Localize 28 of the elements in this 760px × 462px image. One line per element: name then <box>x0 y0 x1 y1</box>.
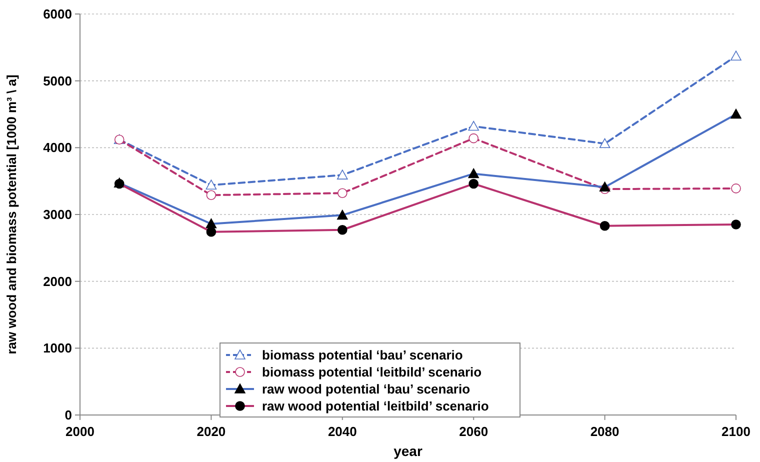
y-axis-title: raw wood and biomass potential [1000 m³ \ a] <box>4 74 19 354</box>
x-tick-label: 2000 <box>66 424 94 439</box>
x-tick-label: 2020 <box>196 424 226 439</box>
legend-label: raw wood potential ‘leitbild’ scenario <box>262 398 489 414</box>
y-tick-label: 5000 <box>43 73 72 88</box>
legend-label: biomass potential ‘leitbild’ scenario <box>262 364 482 380</box>
point <box>731 184 741 194</box>
legend-label: raw wood potential ‘bau’ scenario <box>262 382 470 397</box>
y-tick-label: 6000 <box>43 6 72 22</box>
point <box>730 50 742 61</box>
point <box>468 133 478 144</box>
y-tick-label: 1000 <box>43 340 72 356</box>
x-axis-title: year <box>394 443 423 459</box>
point <box>206 180 217 190</box>
point <box>206 190 216 200</box>
x-tick-label: 2100 <box>722 424 750 439</box>
point <box>599 138 610 148</box>
x-tick-label: 2040 <box>328 424 357 439</box>
x-tick-label: 2080 <box>590 424 620 439</box>
point <box>337 170 348 180</box>
y-tick-label: 4000 <box>43 140 72 156</box>
point <box>468 120 479 131</box>
legend-label: biomass potential ‘bau’ scenario <box>262 348 463 363</box>
y-tick-label: 0 <box>64 408 72 423</box>
x-tick-label: 2060 <box>459 424 488 439</box>
y-tick-label: 3000 <box>43 207 72 222</box>
y-tick-label: 2000 <box>43 274 72 289</box>
point <box>338 188 348 198</box>
